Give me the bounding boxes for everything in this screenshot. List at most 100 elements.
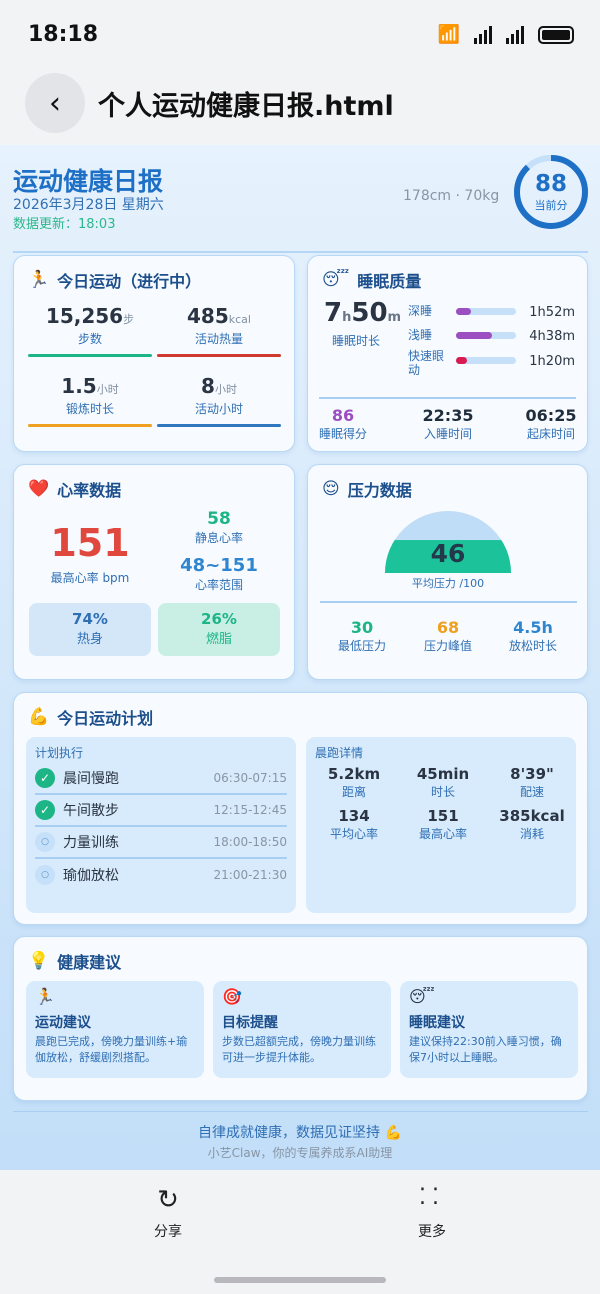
peak-stress: 68 <box>436 618 460 637</box>
stat-unit: 小时 <box>214 383 237 396</box>
relax-time: 4.5h <box>513 618 553 637</box>
run-stat-label: 配速 <box>519 785 544 799</box>
sleep-stage-label: 快速眼动 <box>408 349 445 377</box>
heart-range-label: 心率范围 <box>194 578 243 592</box>
advice-item: 🎯 目标提醒 步数已超额完成，傍晚力量训练可进一步提升体能。 <box>213 981 391 1078</box>
plan-name: 力量训练 <box>63 835 119 851</box>
app-header: ‹ 个人运动健康日报.html <box>0 70 600 145</box>
sleep-duration: 7h50m <box>324 298 401 328</box>
page-title: 个人运动健康日报.html <box>98 91 394 122</box>
sleep-stage-bar <box>456 332 516 339</box>
stat-underline <box>157 354 281 357</box>
sleep-card: 😴 睡眠质量 7h50m 睡眠时长 深睡 1h52m 浅睡 4h38m 快速眼动 1h20m… <box>307 255 588 452</box>
stat-unit: 小时 <box>96 383 119 396</box>
update-time: 数据更新：18:03 <box>13 217 116 232</box>
sleep-stage-value: 1h52m <box>529 305 575 320</box>
sleep-minutes: 50 <box>351 298 388 328</box>
more-label: 更多 <box>418 1224 446 1240</box>
advice-desc: 步数已超额完成，傍晚力量训练可进一步提升体能。 <box>222 1035 376 1064</box>
more-button[interactable]: ⁚⁚ 更多 <box>392 1185 472 1241</box>
resting-label: 静息心率 <box>194 531 243 545</box>
run-stat-value: 5.2km <box>327 765 381 783</box>
card-title: 心率数据 <box>57 481 122 500</box>
activity-stat: 485kcal 活动热量 <box>157 304 281 357</box>
sleep-stage-bar <box>456 308 516 315</box>
run-stat-value: 151 <box>427 807 459 825</box>
status-time: 18:18 <box>28 22 99 47</box>
run-stat-value: 8'39" <box>510 765 554 783</box>
empty-circle-icon: ○ <box>35 865 55 885</box>
activity-stat: 1.5小时锻炼时长 <box>28 374 152 427</box>
plan-item[interactable]: ○ 瑜伽放松 21:00-21:30 <box>35 859 287 891</box>
zone-label: 热身 <box>76 632 103 647</box>
unit: h <box>342 310 352 325</box>
stat-underline <box>28 424 152 427</box>
plan-card: 💪 今日运动计划 计划执行 ✓ 晨间慢跑 06:30-07:15 ✓ 午间散步 12:15-… <box>13 692 588 925</box>
stat-value: 15,256 <box>45 304 124 328</box>
footer-sub: 小艺Claw，你的专属养成系AI助理 <box>207 1146 393 1160</box>
sleep-stage-value: 1h20m <box>529 354 575 369</box>
stat-label: 活动小时 <box>194 402 243 416</box>
sleep-score: 86 <box>331 406 355 425</box>
zone-fatburn: 26% 燃脂 <box>158 603 280 656</box>
run-stat-value: 45min <box>416 765 470 783</box>
activity-card: 🏃 今日运动（进行中） 15,256步 步数 485kcal 活动热量 1.5小时 锻炼时长… <box>13 255 295 452</box>
plan-item[interactable]: ○ 力量训练 18:00-18:50 <box>35 827 287 859</box>
sleep-stage-fill <box>456 332 492 339</box>
report-date: 2026年3月28日 星期六 <box>13 197 164 213</box>
divider <box>320 601 577 603</box>
heart-range: 48~151 <box>180 555 258 576</box>
zone-warmup: 74% 热身 <box>29 603 151 656</box>
heart-card: ❤️ 心率数据 151 最高心率 bpm 58 静息心率 48~151 心率范围 74… <box>13 464 295 680</box>
resting-heart-rate: 58 <box>207 509 231 529</box>
avg-stress: 46 <box>430 539 466 568</box>
card-title: 健康建议 <box>57 953 122 972</box>
back-button[interactable]: ‹ <box>25 73 85 133</box>
run-stat-label: 平均心率 <box>329 827 378 841</box>
signal-icon <box>474 25 492 44</box>
stat-label: 锻炼时长 <box>65 402 114 416</box>
plan-time: 18:00-18:50 <box>213 835 288 849</box>
card-title: 今日运动计划 <box>57 709 154 728</box>
avg-stress-label: 平均压力 /100 <box>411 577 485 590</box>
run-stat: 151 最高心率 <box>403 807 483 842</box>
run-stat: 8'39" 配速 <box>492 765 572 800</box>
sleeping-face-icon: 😴 <box>409 987 435 1006</box>
light-bulb-icon: 💡 <box>28 951 50 971</box>
score-ring <box>514 155 588 229</box>
stat-underline <box>28 354 152 357</box>
chevron-left-icon: ‹ <box>49 85 61 121</box>
card-title: 压力数据 <box>347 481 412 500</box>
stress-card: 😌 压力数据 46 平均压力 /100 30 最低压力 68 压力峰值 4.5h 放松时… <box>307 464 588 680</box>
max-heart-rate-label: 最高心率 bpm <box>50 571 130 585</box>
bedtime-label: 入睡时间 <box>423 427 472 441</box>
run-stat: 45min 时长 <box>403 765 483 800</box>
run-stat-value: 134 <box>338 807 370 825</box>
bedtime: 22:35 <box>422 406 474 425</box>
relax-time-label: 放松时长 <box>508 639 557 653</box>
home-indicator[interactable] <box>214 1277 386 1283</box>
panel-title: 计划执行 <box>35 746 84 760</box>
unit: m <box>387 310 402 325</box>
stat-label: 步数 <box>77 332 102 346</box>
plan-item[interactable]: ✓ 晨间慢跑 06:30-07:15 <box>35 763 287 795</box>
battery-icon <box>538 25 574 44</box>
plan-name: 瑜伽放松 <box>63 868 119 884</box>
share-button[interactable]: ↻ 分享 <box>128 1185 208 1241</box>
wifi-icon: 📶 <box>437 24 460 45</box>
stress-gauge-fill <box>385 540 511 573</box>
advice-title: 睡眠建议 <box>409 1015 465 1031</box>
share-icon: ↻ <box>157 1185 179 1215</box>
divider <box>13 1111 588 1112</box>
run-stat: 385kcal 消耗 <box>492 807 572 842</box>
advice-item: 😴 睡眠建议 建议保持22:30前入睡习惯，确保7小时以上睡眠。 <box>400 981 578 1078</box>
footer-slogan: 自律成就健康，数据见证坚持 💪 <box>198 1125 402 1141</box>
run-stat: 134 平均心率 <box>314 807 394 842</box>
share-label: 分享 <box>154 1224 182 1240</box>
stat-value: 485 <box>187 304 229 328</box>
flexed-biceps-icon: 💪 <box>28 707 50 727</box>
stat-value: 1.5 <box>61 374 97 398</box>
min-stress: 30 <box>350 618 374 637</box>
run-stat-label: 距离 <box>341 785 366 799</box>
plan-item[interactable]: ✓ 午间散步 12:15-12:45 <box>35 795 287 827</box>
